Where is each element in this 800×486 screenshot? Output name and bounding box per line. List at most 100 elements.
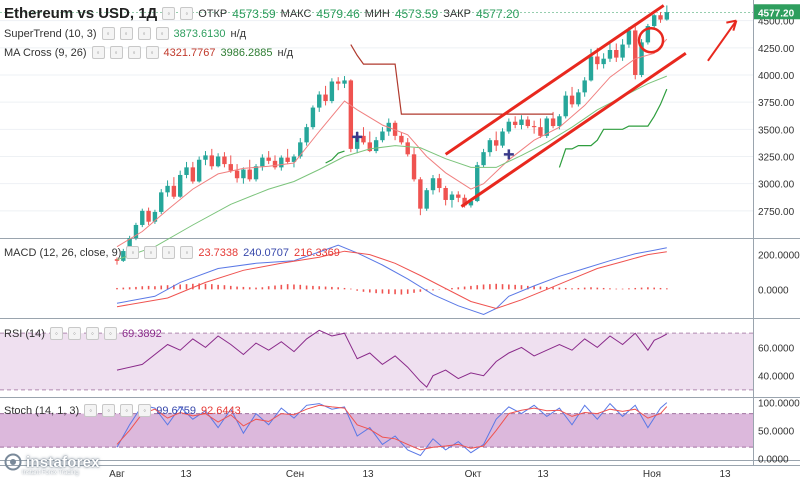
- candle-body: [361, 135, 366, 143]
- rsi-tick-label: 40.0000: [758, 372, 795, 383]
- candle-body: [253, 166, 259, 180]
- rsi-more-button[interactable]: ◦: [103, 327, 117, 340]
- supertrend-up-line: [558, 88, 668, 168]
- high-value: 4579.46: [316, 6, 360, 21]
- open-value: 4573.59: [232, 6, 276, 21]
- last-price-badge: [754, 4, 800, 20]
- candle-body: [576, 92, 581, 105]
- candle-body: [203, 155, 208, 160]
- candle-body: [272, 160, 278, 168]
- candle-body: [569, 95, 575, 105]
- ma-cross-label: MA Cross (9, 26): [4, 46, 87, 59]
- candle-body: [563, 95, 568, 117]
- candle-body: [146, 210, 151, 222]
- ma-cross-status: н/д: [277, 46, 294, 59]
- candle-body: [260, 157, 265, 167]
- candle-body: [456, 194, 461, 198]
- candle-body: [215, 156, 221, 167]
- supertrend-close-button[interactable]: ◦: [137, 27, 151, 40]
- candle-body: [525, 119, 530, 127]
- stoch-tick-label: 50.0000: [758, 426, 795, 437]
- ma-cross-eye-button[interactable]: ◦: [91, 46, 105, 59]
- candle-body: [392, 122, 398, 136]
- supertrend-down-line: [350, 44, 554, 115]
- candle-body: [228, 164, 233, 171]
- rsi-settings-button[interactable]: ◦: [67, 327, 81, 340]
- watermark-logo: instaforex Instant Forex Trading: [4, 453, 100, 476]
- macd-series-line: [116, 244, 667, 316]
- macd-eye-button[interactable]: ◦: [126, 246, 140, 259]
- stoch-more-button[interactable]: ◦: [138, 404, 152, 417]
- candle-body: [430, 178, 436, 191]
- candle-body: [380, 131, 385, 141]
- ma-cross-settings-button[interactable]: ◦: [109, 46, 123, 59]
- stoch-settings-button[interactable]: ◦: [102, 404, 116, 417]
- candle-body: [443, 188, 448, 200]
- rsi-line: [116, 329, 668, 388]
- candle-body: [620, 44, 625, 58]
- candle-body: [121, 251, 126, 261]
- candle-body: [317, 94, 322, 108]
- price-tick-label: 4250.00: [758, 44, 795, 55]
- settings-button[interactable]: ◦: [162, 7, 176, 20]
- candle-body: [373, 140, 379, 152]
- candle-body: [645, 26, 651, 43]
- macd-close-button[interactable]: ◦: [162, 246, 176, 259]
- stoch-eye-button[interactable]: ◦: [84, 404, 98, 417]
- candle-body: [329, 81, 335, 102]
- macd-settings-button[interactable]: ◦: [144, 246, 158, 259]
- hide-button[interactable]: ◦: [180, 7, 194, 20]
- candle-body: [178, 174, 183, 197]
- stoch-close-button[interactable]: ◦: [120, 404, 134, 417]
- macd-more-button[interactable]: ◦: [180, 246, 194, 259]
- logo-icon: [4, 453, 22, 471]
- symbol-title: Ethereum vs USD, 1Д: [4, 5, 158, 22]
- candle-body: [342, 80, 347, 84]
- price-tick-label: 3250.00: [758, 152, 795, 163]
- time-tick-label: 13: [537, 469, 549, 480]
- cross-marker: [352, 131, 363, 142]
- time-tick-label: 13: [719, 469, 731, 480]
- candle-body: [399, 135, 404, 143]
- candle-body: [494, 140, 499, 146]
- candle-body: [140, 210, 145, 225]
- candle-body: [367, 142, 372, 152]
- candle-body: [462, 197, 467, 206]
- macd-legend: MACD (12, 26, close, 9) ◦ ◦ ◦ ◦ 23.7338 …: [4, 246, 340, 259]
- stoch-label: Stoch (14, 1, 3): [4, 404, 80, 417]
- supertrend-eye-button[interactable]: ◦: [101, 27, 115, 40]
- stoch-k-value: 99.6759: [156, 404, 196, 417]
- ma-cross-more-button[interactable]: ◦: [145, 46, 159, 59]
- ma-cross-close-button[interactable]: ◦: [127, 46, 141, 59]
- candle-body: [588, 56, 594, 81]
- time-tick-label: Ноя: [643, 469, 661, 480]
- channel-upper-line: [444, 4, 665, 156]
- supertrend-settings-button[interactable]: ◦: [119, 27, 133, 40]
- candle-body: [557, 116, 562, 127]
- stoch-line: [116, 404, 668, 451]
- channel-lower-line: [460, 52, 687, 208]
- candle-body: [531, 126, 537, 128]
- candle-body: [310, 107, 316, 128]
- ma-slow-line: [116, 75, 667, 261]
- candle-body: [506, 121, 512, 132]
- supertrend-more-button[interactable]: ◦: [155, 27, 169, 40]
- candle-body: [323, 94, 328, 102]
- rsi-close-button[interactable]: ◦: [85, 327, 99, 340]
- candle-body: [481, 152, 486, 166]
- price-tick-label: 4500.00: [758, 17, 795, 28]
- forecast-arrow: [707, 20, 738, 62]
- rsi-eye-button[interactable]: ◦: [49, 327, 63, 340]
- watermark-tagline: Instant Forex Trading: [22, 470, 79, 476]
- candle-body: [304, 127, 309, 143]
- candle-body: [595, 56, 600, 65]
- stoch-tick-label: 0.0000: [758, 454, 789, 465]
- macd-tick-label: 200.0000: [758, 251, 800, 262]
- rsi-label: RSI (14): [4, 327, 45, 340]
- candle-body: [437, 178, 442, 189]
- candle-body: [159, 192, 164, 212]
- candle-body: [241, 169, 246, 179]
- candle-body: [247, 169, 252, 180]
- candle-body: [405, 142, 410, 155]
